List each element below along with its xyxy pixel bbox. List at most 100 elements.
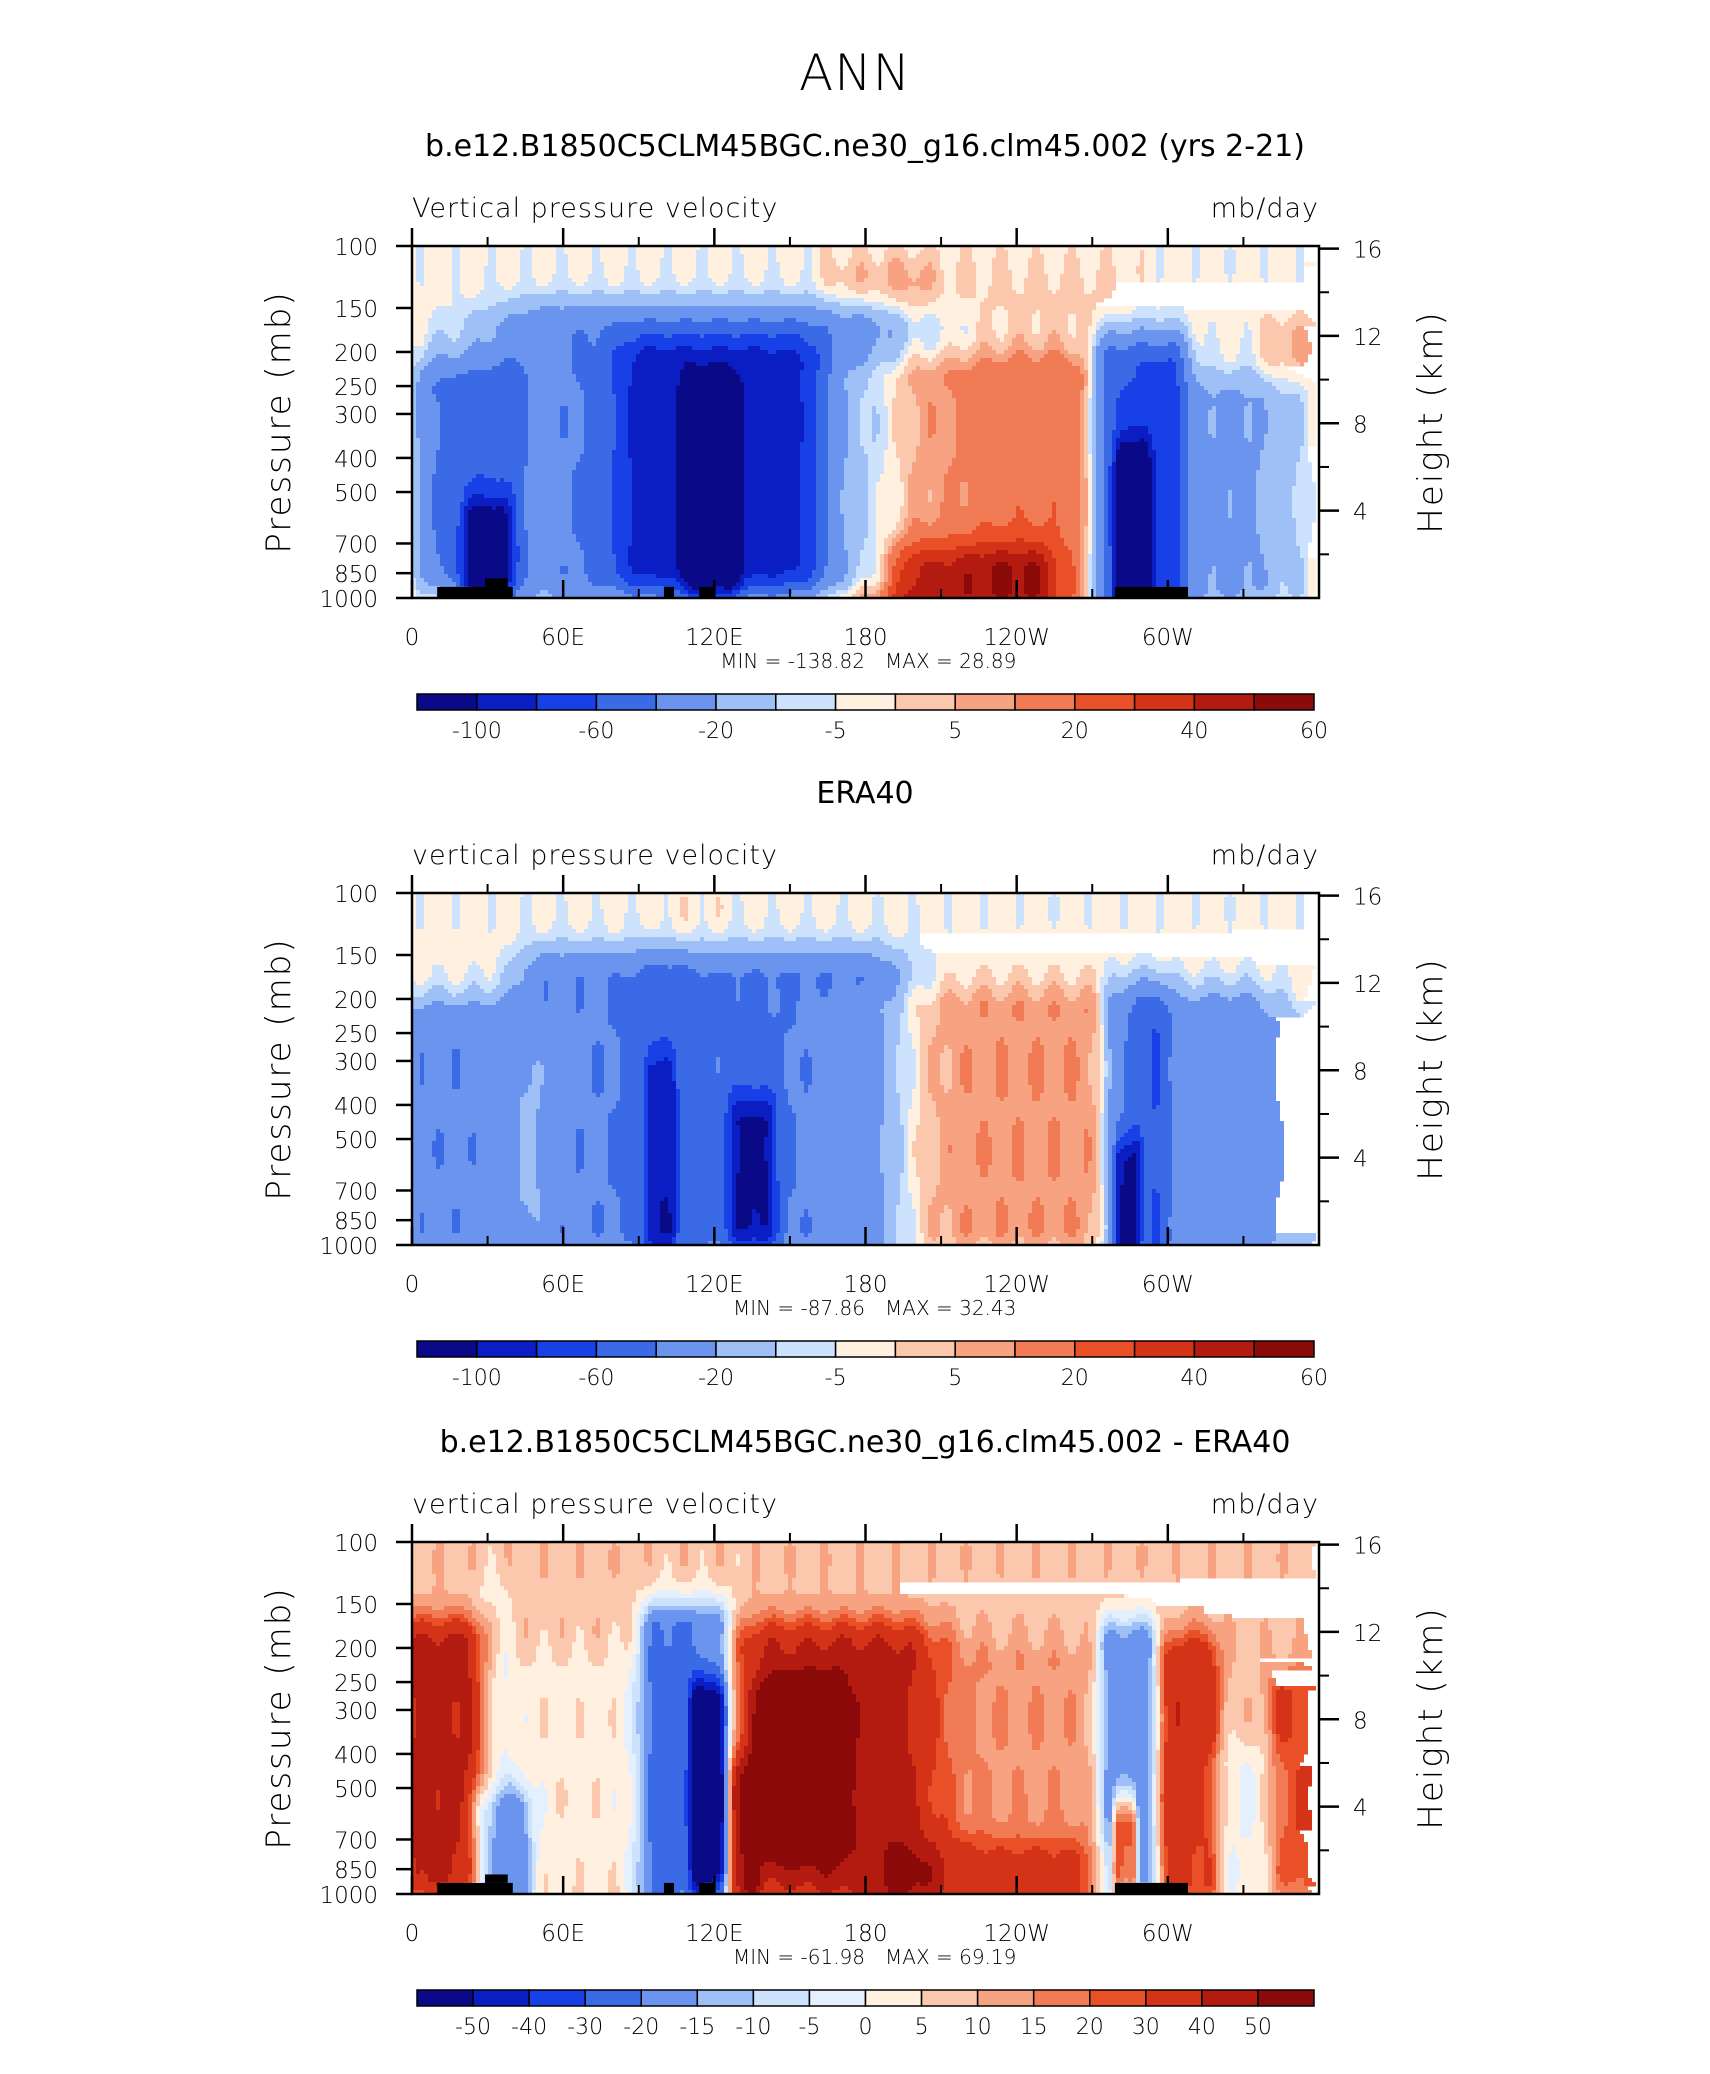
contour-cell <box>1044 1045 1064 1050</box>
contour-cell <box>1064 254 1076 259</box>
contour-cell <box>416 250 424 255</box>
contour-cell <box>508 530 512 535</box>
contour-cell <box>1112 258 1140 263</box>
contour-cell <box>1156 318 1164 323</box>
contour-cell <box>1028 518 1048 523</box>
contour-cell <box>568 422 584 427</box>
contour-cell <box>1040 590 1048 595</box>
contour-cell <box>908 494 928 499</box>
contour-cell <box>1188 542 1260 547</box>
contour-cell <box>1092 1041 1100 1046</box>
contour-cell <box>1032 1045 1044 1050</box>
contour-cell <box>1104 965 1140 970</box>
contour-cell <box>1092 350 1096 355</box>
contour-cell <box>868 274 888 279</box>
contour-cell <box>568 262 592 267</box>
contour-cell <box>1152 434 1180 439</box>
contour-cell <box>1108 530 1112 535</box>
contour-cell <box>412 274 416 279</box>
contour-cell <box>1096 594 1104 599</box>
contour-cell <box>800 514 816 519</box>
contour-cell <box>1224 901 1236 906</box>
contour-cell <box>936 426 956 431</box>
contour-cell <box>956 270 976 275</box>
contour-cell <box>1108 997 1136 1002</box>
contour-cell <box>1104 246 1112 251</box>
contour-cell <box>1052 554 1072 559</box>
contour-cell <box>1104 366 1136 371</box>
contour-cell <box>1260 466 1296 471</box>
contour-cell <box>928 402 932 407</box>
contour-cell <box>1084 454 1088 459</box>
contour-cell <box>1300 394 1308 399</box>
contour-cell <box>1300 1013 1304 1018</box>
contour-cell <box>820 266 840 271</box>
contour-cell <box>1104 582 1112 587</box>
contour-cell <box>980 522 992 527</box>
contour-cell <box>1084 897 1092 902</box>
contour-cell <box>1160 1061 1168 1066</box>
contour-cell <box>572 478 612 483</box>
contour-cell <box>1156 274 1164 279</box>
contour-cell <box>888 534 896 539</box>
contour-cell <box>1064 346 1088 351</box>
contour-cell <box>956 406 1080 411</box>
contour-cell <box>700 901 704 906</box>
contour-cell <box>744 514 800 519</box>
contour-cell <box>1268 917 1296 922</box>
contour-cell <box>676 438 744 443</box>
contour-cell <box>868 478 880 483</box>
contour-cell <box>872 426 880 431</box>
contour-cell <box>864 394 884 399</box>
contour-cell <box>1224 917 1236 922</box>
contour-cell <box>816 458 828 463</box>
contour-cell <box>796 1017 884 1022</box>
contour-cell <box>1088 418 1092 423</box>
contour-cell <box>592 905 600 910</box>
contour-cell <box>956 414 1080 419</box>
contour-cell <box>1068 350 1088 355</box>
contour-cell <box>668 909 680 914</box>
contour-cell <box>844 542 864 547</box>
contour-cell <box>464 550 468 555</box>
contour-cell <box>452 905 460 910</box>
contour-cell <box>1080 542 1084 547</box>
contour-cell <box>460 917 488 922</box>
contour-cell <box>1096 458 1104 463</box>
contour-cell <box>768 594 776 599</box>
contour-cell <box>892 258 900 263</box>
contour-cell <box>1252 426 1268 431</box>
contour-cell <box>972 977 996 982</box>
contour-cell <box>980 897 988 902</box>
contour-cell <box>1092 901 1120 906</box>
contour-cell <box>944 901 952 906</box>
contour-cell <box>1196 985 1260 990</box>
contour-cell <box>1120 897 1128 902</box>
contour-cell <box>816 582 836 587</box>
contour-cell <box>628 426 676 431</box>
contour-cell <box>676 502 744 507</box>
contour-cell <box>452 270 460 275</box>
contour-cell <box>1056 290 1084 295</box>
contour-cell <box>884 901 908 906</box>
contour-cell <box>800 454 816 459</box>
contour-cell <box>676 410 744 415</box>
contour-cell <box>768 977 776 982</box>
contour-cell <box>672 270 696 275</box>
contour-cell <box>872 438 876 443</box>
contour-cell <box>884 546 888 551</box>
contour-cell <box>1120 961 1128 966</box>
contour-cell <box>420 374 456 379</box>
contour-cell <box>568 254 592 259</box>
contour-cell <box>1104 554 1112 559</box>
contour-cell <box>768 350 776 355</box>
contour-cell <box>644 1061 656 1066</box>
contour-cell <box>1128 382 1176 387</box>
contour-cell <box>1156 574 1180 579</box>
contour-cell <box>888 406 892 411</box>
contour-cell <box>584 929 608 934</box>
contour-cell <box>1112 542 1116 547</box>
contour-cell <box>952 1057 960 1062</box>
contour-cell <box>552 278 572 283</box>
contour-cell <box>516 594 536 599</box>
